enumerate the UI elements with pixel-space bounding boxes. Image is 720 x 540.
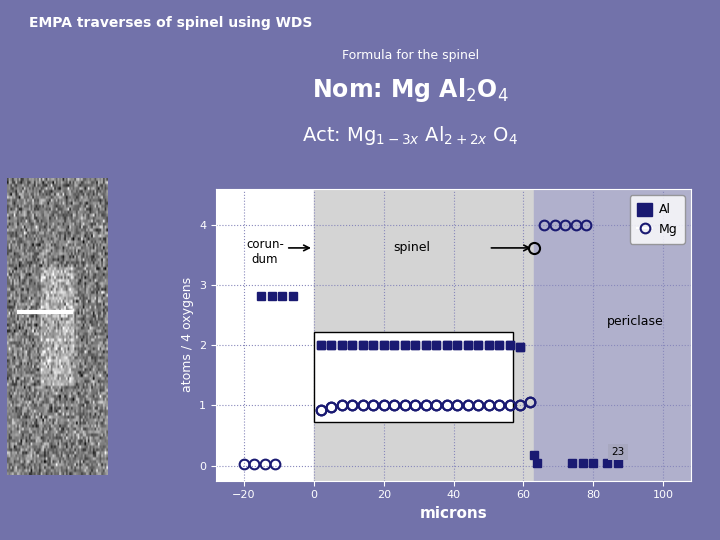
- Bar: [314, 332, 513, 422]
- Text: spinel: spinel: [393, 241, 430, 254]
- Text: periclase: periclase: [607, 315, 664, 328]
- Text: corun-
dum: corun- dum: [246, 238, 284, 266]
- Bar: [314, 189, 534, 481]
- Y-axis label: atoms / 4 oxygens: atoms / 4 oxygens: [181, 277, 194, 393]
- Text: Act: Mg$_{1-3x}$ Al$_{2+2x}$ O$_4$: Act: Mg$_{1-3x}$ Al$_{2+2x}$ O$_4$: [302, 124, 518, 147]
- X-axis label: microns: microns: [420, 506, 487, 521]
- Text: Nom: Mg Al$_2$O$_4$: Nom: Mg Al$_2$O$_4$: [312, 76, 509, 104]
- Legend: Al, Mg: Al, Mg: [630, 195, 685, 244]
- Text: EMPA traverses of spinel using WDS: EMPA traverses of spinel using WDS: [29, 16, 312, 30]
- Text: 23: 23: [611, 447, 624, 457]
- Bar: [216, 189, 314, 481]
- Bar: [534, 189, 691, 481]
- Text: Formula for the spinel: Formula for the spinel: [342, 49, 479, 62]
